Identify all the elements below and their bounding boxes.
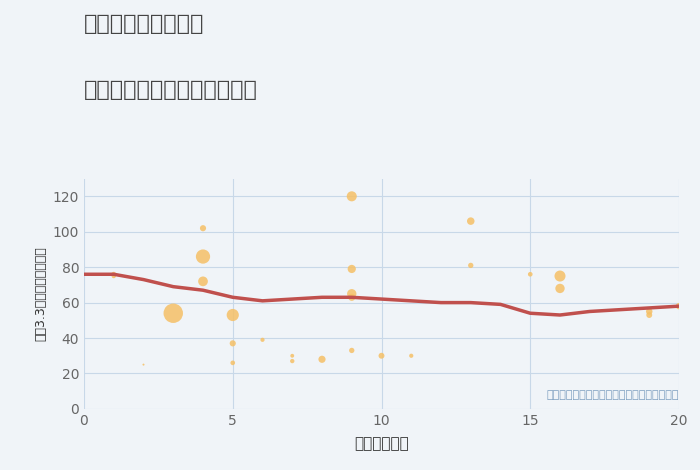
Point xyxy=(287,357,298,365)
Point xyxy=(227,359,238,367)
Point xyxy=(138,361,149,368)
Text: 三重県伊賀市大谷の: 三重県伊賀市大谷の xyxy=(84,14,204,34)
Point xyxy=(227,340,238,347)
Point xyxy=(644,311,655,319)
Point xyxy=(346,347,357,354)
Point xyxy=(346,265,357,273)
Point xyxy=(406,352,417,360)
Point xyxy=(197,225,209,232)
Point xyxy=(346,193,357,200)
Point xyxy=(346,294,357,301)
Point xyxy=(525,271,536,278)
Y-axis label: 坪（3.3㎡）単価（万円）: 坪（3.3㎡）単価（万円） xyxy=(34,246,47,341)
Point xyxy=(465,217,476,225)
Point xyxy=(227,311,238,319)
Point xyxy=(316,355,328,363)
Point xyxy=(287,352,298,360)
Text: 円の大きさは、取引のあった物件面積を示す: 円の大きさは、取引のあった物件面積を示す xyxy=(547,390,679,400)
Point xyxy=(376,352,387,360)
Point xyxy=(644,308,655,315)
Point xyxy=(554,285,566,292)
Point xyxy=(108,272,119,280)
Point xyxy=(168,309,179,317)
Point xyxy=(346,290,357,298)
Point xyxy=(554,272,566,280)
Point xyxy=(197,278,209,285)
Point xyxy=(673,302,685,310)
Point xyxy=(465,262,476,269)
Text: 駅距離別中古マンション価格: 駅距離別中古マンション価格 xyxy=(84,80,258,100)
Point xyxy=(257,336,268,344)
Point xyxy=(108,271,119,278)
X-axis label: 駅距離（分）: 駅距離（分） xyxy=(354,436,409,451)
Point xyxy=(197,253,209,260)
